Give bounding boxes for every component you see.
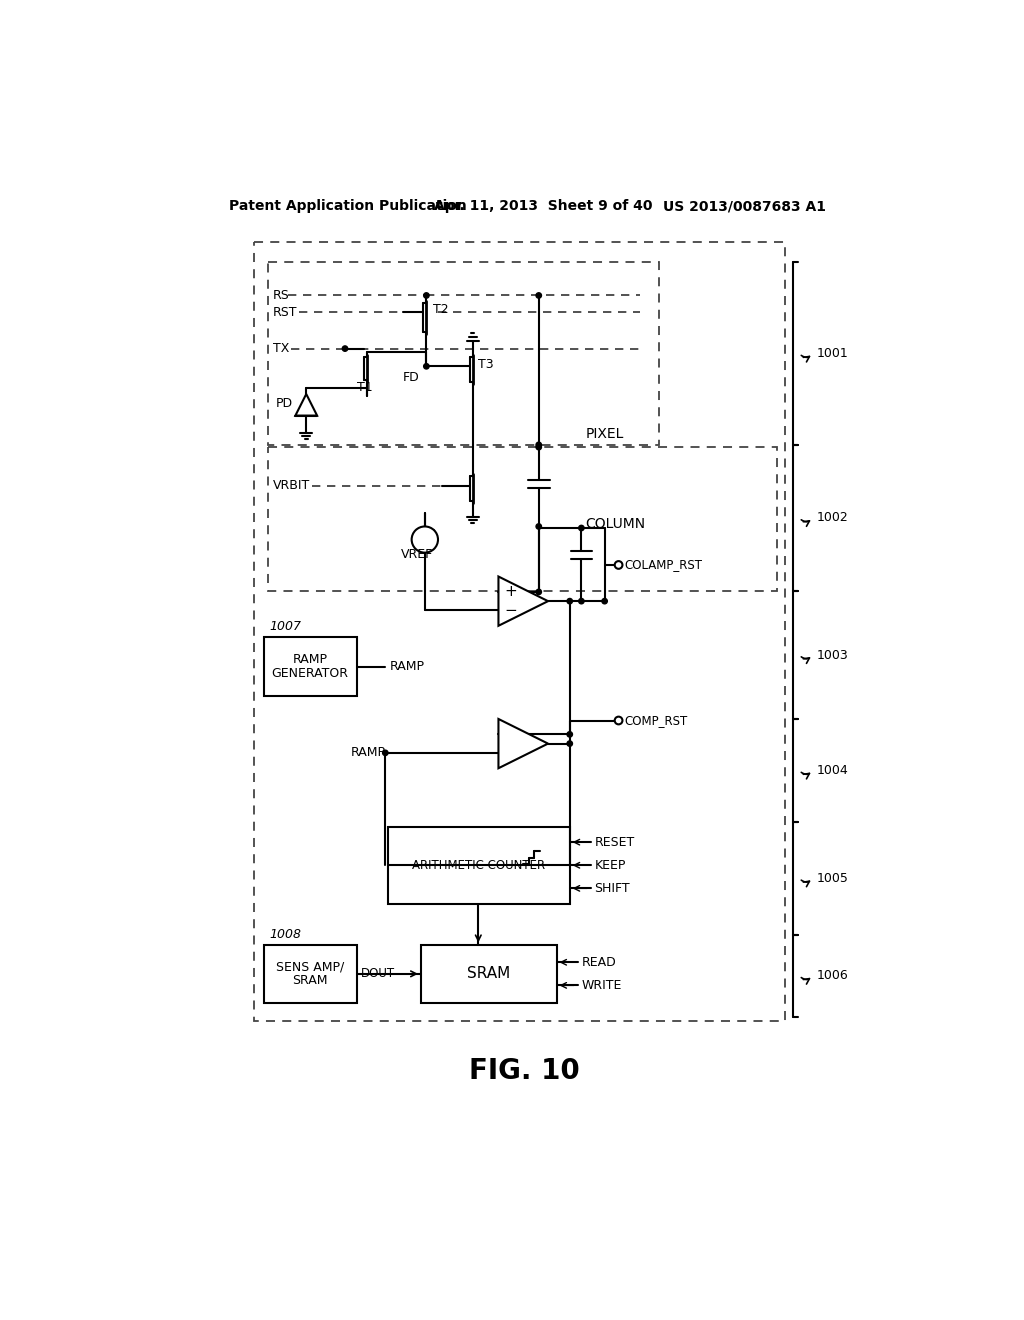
- Text: COLAMP_RST: COLAMP_RST: [624, 558, 702, 572]
- Text: READ: READ: [582, 956, 616, 969]
- Text: VRBIT: VRBIT: [273, 479, 310, 492]
- Circle shape: [383, 750, 388, 755]
- Text: RAMP: RAMP: [390, 660, 425, 673]
- Circle shape: [536, 524, 542, 529]
- Circle shape: [614, 561, 623, 569]
- Text: RS: RS: [273, 289, 290, 302]
- Text: T3: T3: [478, 358, 494, 371]
- Circle shape: [536, 445, 542, 450]
- Text: SRAM: SRAM: [467, 966, 510, 981]
- Circle shape: [602, 598, 607, 603]
- Text: +: +: [505, 585, 517, 599]
- Circle shape: [579, 598, 584, 603]
- Text: RESET: RESET: [595, 836, 635, 849]
- Text: 1001: 1001: [816, 347, 848, 360]
- Text: 1008: 1008: [270, 928, 302, 941]
- Text: 1003: 1003: [816, 648, 848, 661]
- Text: VREF: VREF: [400, 548, 433, 561]
- Circle shape: [567, 741, 572, 746]
- Text: Patent Application Publication: Patent Application Publication: [228, 199, 467, 213]
- Text: T1: T1: [356, 380, 373, 393]
- Circle shape: [424, 293, 429, 298]
- Text: PIXEL: PIXEL: [586, 428, 624, 441]
- Text: RAMP: RAMP: [293, 653, 328, 667]
- Text: SRAM: SRAM: [293, 974, 328, 987]
- Bar: [421, 945, 557, 1003]
- Text: TX: TX: [273, 342, 290, 355]
- Text: 1002: 1002: [816, 511, 848, 524]
- Text: 1007: 1007: [270, 620, 302, 634]
- Text: SHIFT: SHIFT: [595, 882, 630, 895]
- Bar: [388, 826, 569, 904]
- Circle shape: [536, 442, 542, 447]
- Text: SENS AMP/: SENS AMP/: [276, 961, 344, 973]
- Text: US 2013/0087683 A1: US 2013/0087683 A1: [663, 199, 825, 213]
- Circle shape: [342, 346, 348, 351]
- Text: Apr. 11, 2013  Sheet 9 of 40: Apr. 11, 2013 Sheet 9 of 40: [434, 199, 652, 213]
- Text: T2: T2: [432, 302, 449, 315]
- Text: GENERATOR: GENERATOR: [271, 667, 348, 680]
- Text: 1004: 1004: [816, 764, 848, 777]
- Circle shape: [614, 717, 623, 725]
- Text: −: −: [505, 603, 517, 618]
- Bar: [263, 945, 356, 1003]
- Circle shape: [424, 363, 429, 370]
- Circle shape: [412, 527, 438, 553]
- Polygon shape: [499, 577, 548, 626]
- Text: COLUMN: COLUMN: [586, 517, 645, 531]
- Circle shape: [579, 525, 584, 531]
- Text: FD: FD: [403, 371, 420, 384]
- Bar: [263, 638, 356, 696]
- Polygon shape: [499, 719, 548, 768]
- Text: 1005: 1005: [816, 871, 848, 884]
- Text: FIG. 10: FIG. 10: [469, 1057, 581, 1085]
- Circle shape: [536, 293, 542, 298]
- Text: ARITHMETIC COUNTER: ARITHMETIC COUNTER: [412, 859, 545, 871]
- Text: WRITE: WRITE: [582, 979, 622, 991]
- Text: PD: PD: [276, 397, 293, 409]
- Circle shape: [567, 731, 572, 737]
- Circle shape: [567, 598, 572, 603]
- Text: RST: RST: [273, 306, 297, 319]
- Text: 1006: 1006: [816, 969, 848, 982]
- Text: COMP_RST: COMP_RST: [624, 714, 687, 727]
- Text: KEEP: KEEP: [595, 859, 626, 871]
- Text: DOUT: DOUT: [360, 968, 394, 981]
- Circle shape: [536, 589, 542, 594]
- Text: RAMP: RAMP: [350, 746, 385, 759]
